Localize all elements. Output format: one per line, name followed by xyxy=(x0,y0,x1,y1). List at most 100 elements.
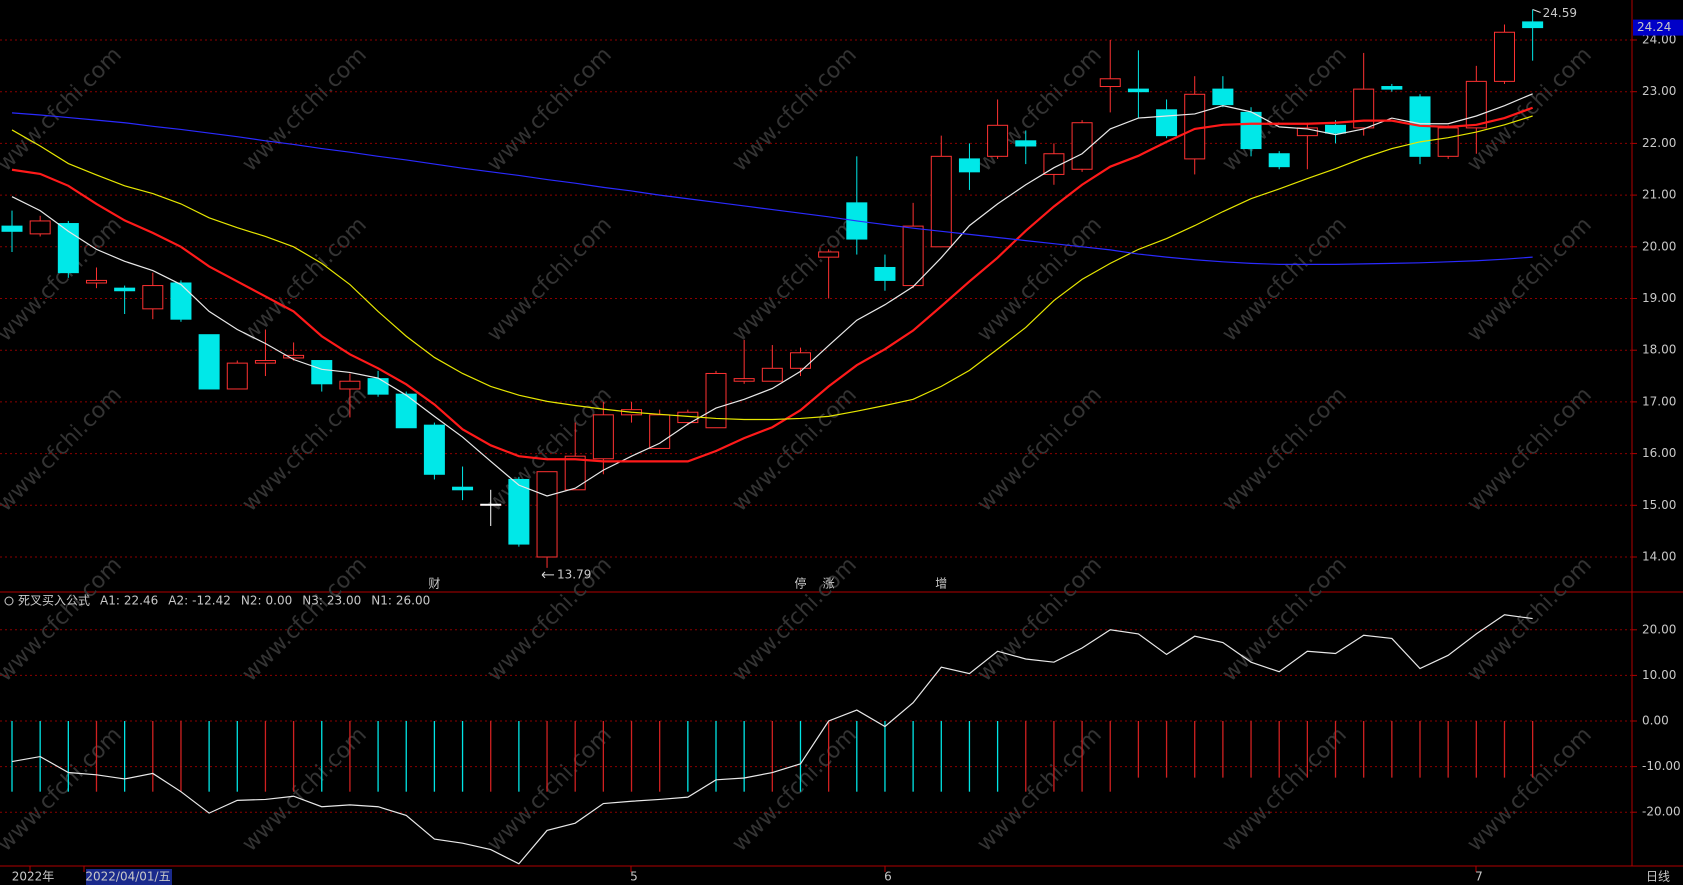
price-tag xyxy=(1633,19,1683,36)
candle-body xyxy=(789,352,811,369)
candle-body xyxy=(1465,80,1487,129)
legend-text: A1: xyxy=(100,594,120,608)
candle-body xyxy=(1071,122,1093,170)
candle-body xyxy=(254,360,276,364)
candle-body xyxy=(733,378,755,382)
candle-body xyxy=(29,220,51,235)
high-arrow xyxy=(1532,9,1541,13)
date-label: 7 xyxy=(1475,870,1483,884)
candle-body xyxy=(874,266,896,281)
date-label: 5 xyxy=(630,870,638,884)
candle-body xyxy=(1381,86,1403,90)
moving-average xyxy=(11,106,1534,463)
candle-body xyxy=(1493,31,1515,82)
candle-body xyxy=(114,287,136,292)
legend-text: -12.42 xyxy=(192,594,231,608)
low-arrow xyxy=(541,571,555,579)
candle-body xyxy=(452,486,474,491)
candle-body xyxy=(198,334,220,390)
legend-text: 22.46 xyxy=(124,594,158,608)
y-tick-label: 10.00 xyxy=(1642,668,1676,682)
y-tick-label: 14.00 xyxy=(1642,550,1676,564)
candle-body xyxy=(1325,124,1347,134)
legend-text: 26.00 xyxy=(396,594,430,608)
candle-body xyxy=(1015,140,1037,147)
candle-body xyxy=(958,158,980,173)
y-tick-label: 0.00 xyxy=(1642,714,1669,728)
candle-body xyxy=(818,251,840,258)
candle-body xyxy=(311,360,333,385)
date-label: 6 xyxy=(884,870,892,884)
candle-body xyxy=(508,478,530,545)
indicator-line xyxy=(11,614,1533,865)
date-label: 2022年 xyxy=(12,870,55,884)
y-tick-label: -20.00 xyxy=(1642,805,1681,819)
candle-body xyxy=(1353,88,1375,129)
event-marker: 财 xyxy=(428,577,440,591)
price-tag-label: 24.24 xyxy=(1637,20,1671,34)
candle-body xyxy=(367,378,389,395)
candle-body xyxy=(1127,88,1149,93)
event-marker: 增 xyxy=(935,577,947,591)
low-label: 13.79 xyxy=(557,567,591,581)
y-tick-label: 20.00 xyxy=(1642,622,1676,636)
date-highlight xyxy=(86,869,172,885)
candle-body xyxy=(592,414,614,460)
moving-average xyxy=(11,112,1533,265)
legend-text: A2: xyxy=(168,594,188,608)
legend-text: 23.00 xyxy=(327,594,361,608)
candle-body xyxy=(480,503,502,506)
y-tick-label: 19.00 xyxy=(1642,291,1676,305)
legend-text: 0.00 xyxy=(266,594,293,608)
legend-text: N2: xyxy=(241,594,262,608)
legend-text: N3: xyxy=(302,594,323,608)
y-tick-label: 17.00 xyxy=(1642,394,1676,408)
y-tick-label: 24.00 xyxy=(1642,33,1676,47)
legend-text: N1: xyxy=(371,594,392,608)
candle-body xyxy=(1099,78,1121,88)
candle-body xyxy=(1,225,23,232)
legend-icon xyxy=(4,596,14,606)
event-marker: 停 xyxy=(794,576,806,591)
candle-body xyxy=(85,279,107,284)
candle-body xyxy=(564,455,586,491)
candle-body xyxy=(902,225,924,287)
high-label: 24.59 xyxy=(1543,6,1577,20)
candle-body xyxy=(1240,111,1262,150)
candle-body xyxy=(226,362,248,390)
candle-body xyxy=(1156,109,1178,137)
y-tick-label: 16.00 xyxy=(1642,446,1676,460)
y-tick-label: 23.00 xyxy=(1642,84,1676,98)
y-tick-label: -10.00 xyxy=(1642,759,1681,773)
y-tick-label: 15.00 xyxy=(1642,498,1676,512)
date-label: 2022/04/01/五 xyxy=(85,870,170,884)
candle-body xyxy=(761,367,783,382)
moving-average xyxy=(11,93,1533,497)
legend-text: 死叉买入公式 xyxy=(18,594,90,608)
candle-body xyxy=(705,372,727,429)
candle-body xyxy=(1437,127,1459,157)
candle-body xyxy=(1268,153,1290,168)
candle-body xyxy=(1522,21,1544,29)
y-tick-label: 22.00 xyxy=(1642,136,1676,150)
candle-body xyxy=(339,380,361,390)
y-tick-label: 20.00 xyxy=(1642,239,1676,253)
candle-body xyxy=(395,393,417,429)
y-tick-label: 21.00 xyxy=(1642,188,1676,202)
candle-body xyxy=(536,471,558,558)
candle-body xyxy=(1296,127,1318,137)
y-tick-label: 18.00 xyxy=(1642,343,1676,357)
candle-body xyxy=(930,155,952,248)
candle-body xyxy=(1212,88,1234,106)
candle-body xyxy=(1184,93,1206,160)
period-label: 日线 xyxy=(1646,870,1670,884)
event-marker: 涨 xyxy=(823,576,835,591)
candle-body xyxy=(170,282,192,320)
candle-body xyxy=(423,424,445,475)
moving-average xyxy=(11,115,1533,421)
candle-body xyxy=(987,124,1009,157)
candle-body xyxy=(142,285,164,310)
